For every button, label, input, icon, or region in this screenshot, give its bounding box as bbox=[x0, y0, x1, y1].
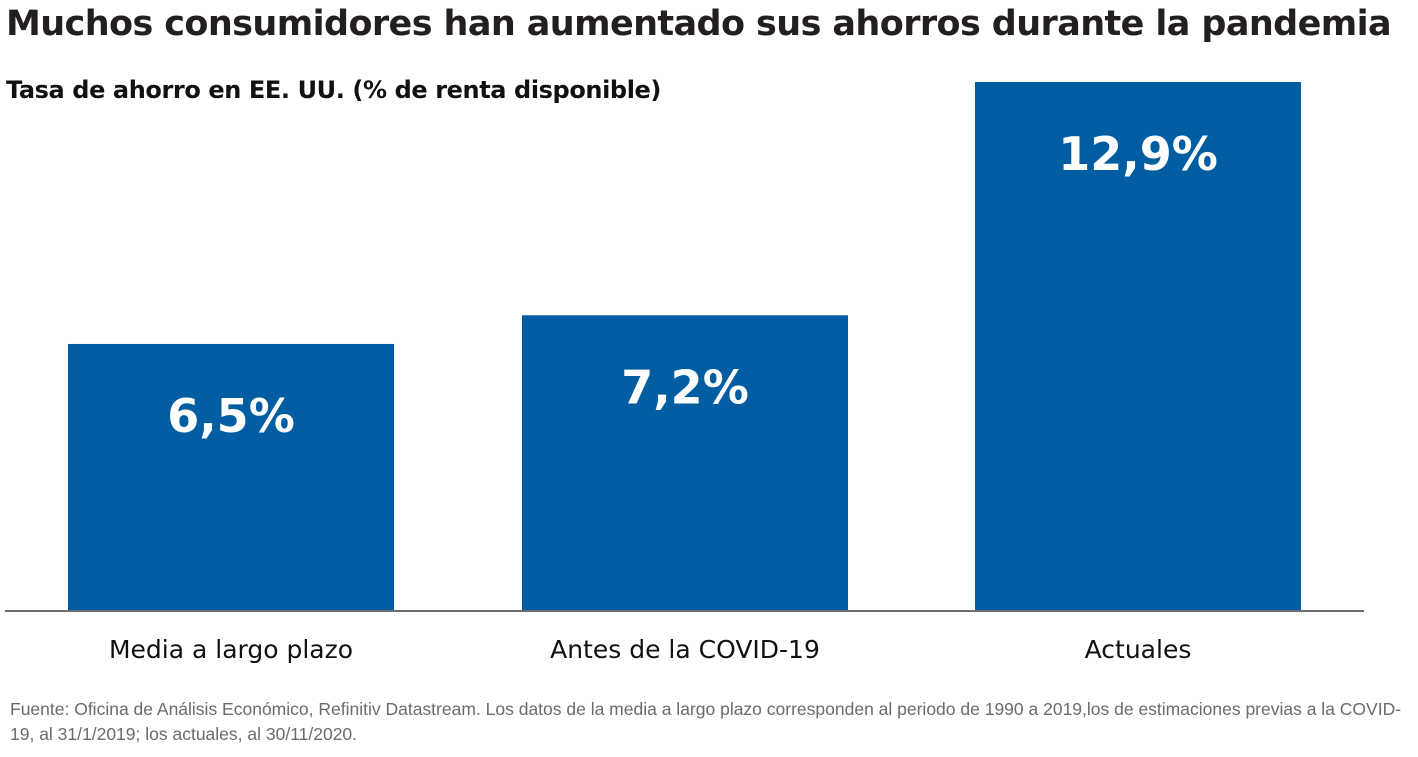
bar-value-label-1: 6,5% bbox=[167, 389, 295, 443]
bar-1 bbox=[68, 343, 394, 610]
bar-2 bbox=[522, 315, 848, 610]
category-label-3: Actuales bbox=[1085, 635, 1192, 664]
chart-subtitle: Tasa de ahorro en EE. UU. (% de renta di… bbox=[6, 76, 661, 104]
category-label-2: Antes de la COVID-19 bbox=[550, 635, 820, 664]
bar-3 bbox=[975, 82, 1301, 610]
chart-title: Muchos consumidores han aumentado sus ah… bbox=[6, 4, 1392, 44]
source-footnote: Fuente: Oficina de Análisis Económico, R… bbox=[10, 699, 1402, 744]
bar-value-label-2: 7,2% bbox=[621, 360, 749, 414]
category-label-1: Media a largo plazo bbox=[109, 635, 353, 664]
bar-value-label-3: 12,9% bbox=[1058, 127, 1218, 181]
